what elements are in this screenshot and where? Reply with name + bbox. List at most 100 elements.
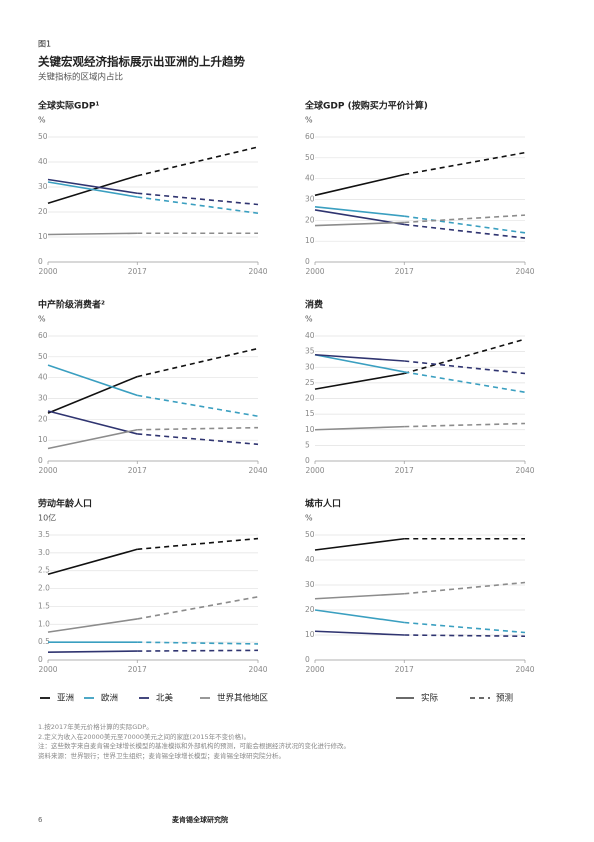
actual-line [47,364,138,397]
actual-line [314,205,405,217]
forecast-line [404,338,526,375]
forecast-line [137,192,259,206]
y-tick-label: 10 [305,236,315,245]
x-tick-label: 2040 [248,267,267,276]
y-axis-label: % [305,514,313,523]
y-tick-label: 30 [305,195,315,204]
actual-line [47,650,138,653]
y-tick-label: 60 [38,331,48,340]
forecast-line [137,394,259,417]
y-tick-label: 1.0 [38,619,50,628]
legend-label: 预测 [496,693,513,704]
y-axis-label: % [38,116,46,125]
y-tick-label: 25 [305,378,315,387]
forecast-line [137,649,259,652]
y-tick-label: 0.5 [38,637,50,646]
actual-line [314,372,405,390]
forecast-line [404,422,526,428]
actual-line [47,232,138,236]
x-tick-label: 2017 [128,466,147,475]
y-tick-label: 1.5 [38,601,50,610]
forecast-line [137,641,259,645]
actual-line [314,425,405,431]
actual-line [314,353,405,362]
y-tick-label: 10 [38,232,48,241]
page-number: 6 [38,816,43,824]
y-axis-label: 10亿 [38,513,56,523]
actual-line [47,178,138,195]
actual-line [314,630,405,636]
actual-line [314,209,405,226]
x-tick-label: 2017 [128,267,147,276]
y-tick-label: 10 [305,630,315,639]
forecast-line [137,595,259,620]
x-tick-label: 2000 [38,466,57,475]
figure-label: 图1 [38,40,51,49]
y-tick-label: 20 [305,605,315,614]
actual-line [314,353,405,373]
y-tick-label: 30 [305,580,315,589]
x-tick-label: 2040 [515,665,534,674]
forecast-line [404,214,526,224]
subtitle: 关键指标的区域内占比 [38,72,123,83]
notes: 1.按2017年美元价格计算的实际GDP。 2.定义为收入在20000美元至70… [38,722,350,760]
legend-label: 欧洲 [101,693,118,704]
y-tick-label: 3.0 [38,548,50,557]
y-tick-label: 15 [305,409,315,418]
x-tick-label: 2040 [515,267,534,276]
y-tick-label: 40 [38,373,48,382]
y-tick-label: 35 [305,347,315,356]
actual-line [47,548,138,576]
chart-title: 全球GDP (按购买力平价计算) [304,100,428,112]
y-tick-label: 0 [305,456,310,465]
y-tick-label: 0 [305,257,310,266]
y-tick-label: 40 [305,331,315,340]
actual-line [314,537,405,551]
forecast-line [404,215,526,234]
legend-label: 亚洲 [57,694,74,704]
forecast-line [404,371,526,394]
forecast-line [137,537,259,551]
y-tick-label: 2.5 [38,566,50,575]
forecast-line [404,581,526,595]
y-axis-label: % [305,315,313,324]
chart-title: 城市人口 [305,498,341,510]
x-tick-label: 2040 [515,466,534,475]
y-tick-label: 50 [305,530,315,539]
y-tick-label: 0 [305,655,310,664]
y-tick-label: 10 [38,435,48,444]
actual-line [47,375,138,414]
legend-label: 世界其他地区 [217,693,269,704]
y-axis-label: % [305,116,313,125]
chart-title: 劳动年龄人口 [38,498,92,510]
note: 1.按2017年美元价格计算的实际GDP。 [38,722,153,731]
y-tick-label: 60 [305,132,315,141]
y-tick-label: 0 [38,655,43,664]
y-tick-label: 30 [38,182,48,191]
y-tick-label: 50 [38,352,48,361]
legend-label: 实际 [421,693,439,704]
actual-line [47,618,138,633]
forecast-line [137,426,259,431]
chart-title: 全球实际GDP¹ [37,100,99,112]
y-tick-label: 10 [305,425,315,434]
x-tick-label: 2040 [248,665,267,674]
x-tick-label: 2017 [395,665,414,674]
forecast-line [137,347,259,378]
y-tick-label: 20 [305,394,315,403]
x-tick-label: 2000 [305,466,324,475]
y-tick-label: 40 [305,555,315,564]
x-tick-label: 2000 [305,665,324,674]
forecast-line [137,196,259,215]
x-tick-label: 2000 [305,267,324,276]
forecast-line [137,433,259,446]
actual-line [47,428,138,450]
forecast-line [404,360,526,375]
chart-title: 消费 [305,299,323,311]
note: 资料来源：世界银行；世界卫生组织；麦肯锡全球增长模型；麦肯锡全球研究院分析。 [38,751,285,760]
forecast-line [404,621,526,634]
y-tick-label: 50 [305,153,315,162]
x-tick-label: 2040 [248,466,267,475]
